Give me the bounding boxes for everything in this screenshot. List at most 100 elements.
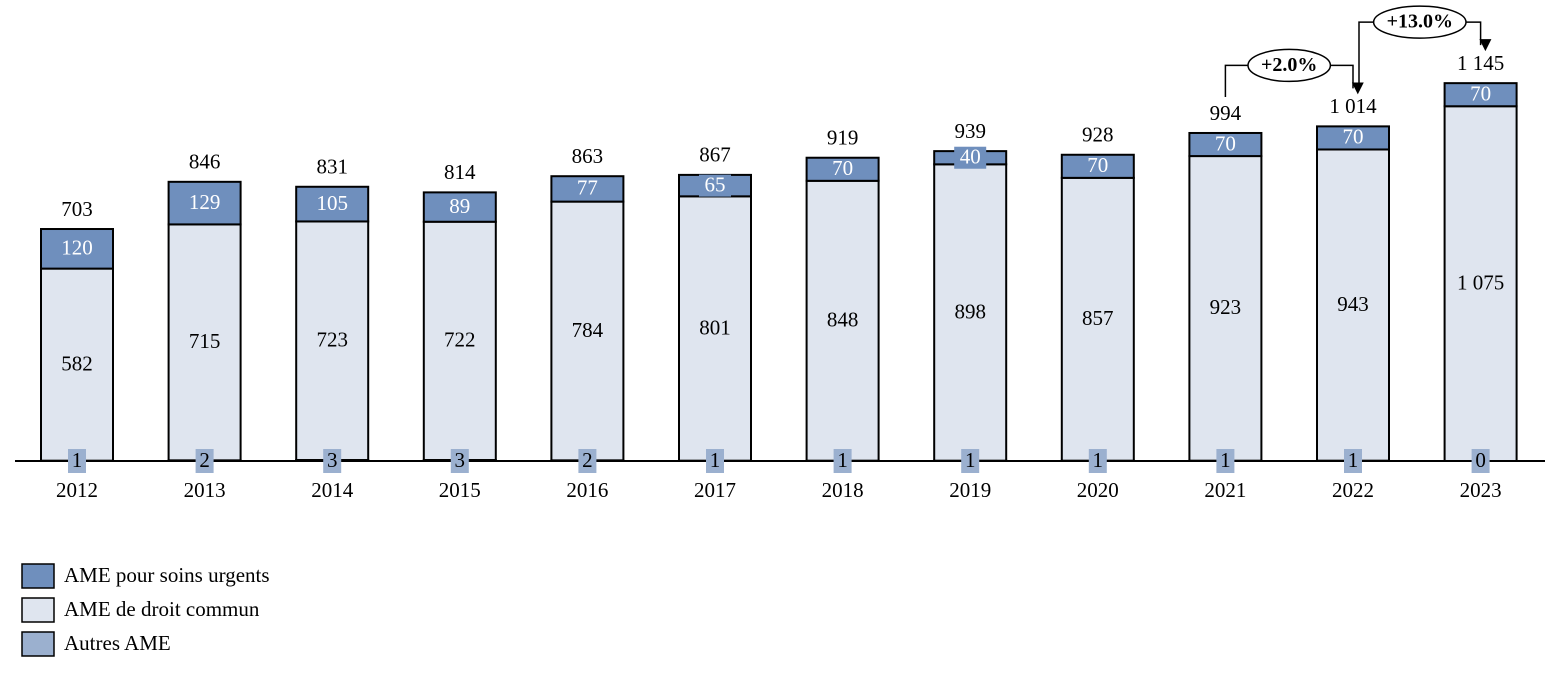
value-label: 1 [1093, 448, 1104, 472]
value-label: 2 [582, 448, 593, 472]
value-label: 943 [1337, 292, 1369, 316]
bar-segment [40, 267, 114, 462]
x-tick-label: 2022 [1332, 478, 1374, 502]
value-label: 1 [965, 448, 976, 472]
legend-label: AME de droit commun [64, 597, 260, 621]
label-box [450, 449, 469, 473]
label-box [1471, 449, 1490, 473]
label-box [1216, 449, 1235, 473]
legend-swatch [21, 631, 55, 657]
x-tick-label: 2021 [1204, 478, 1246, 502]
legend-swatch [21, 563, 55, 589]
bar-segment [805, 179, 880, 462]
label-box [1344, 449, 1362, 473]
annotation-bubble [1247, 48, 1332, 83]
legend-swatch [21, 597, 55, 623]
value-label: 1 [837, 448, 848, 472]
x-tick-label: 2014 [311, 478, 354, 502]
label-box [699, 174, 731, 197]
label-box [706, 449, 724, 473]
annotation-bubble [1372, 5, 1467, 39]
label-box [961, 449, 980, 473]
total-label: 928 [1082, 123, 1114, 147]
bar-segment [933, 163, 1008, 462]
value-label: 784 [572, 318, 604, 342]
bar-segment [805, 156, 880, 182]
value-label: 723 [316, 328, 348, 352]
value-label: 129 [189, 190, 221, 214]
value-label: 70 [832, 156, 853, 180]
bar-segment [1443, 82, 1518, 108]
bar-segment [1188, 131, 1263, 158]
total-label: 846 [189, 150, 221, 174]
x-tick-label: 2023 [1460, 478, 1502, 502]
label-box [68, 449, 86, 473]
value-label: 65 [705, 172, 726, 196]
annotation-label: +13.0% [1387, 11, 1453, 33]
bar-segment [1316, 125, 1390, 151]
bar-segment [295, 185, 370, 223]
label-box [954, 146, 987, 169]
value-label: 1 075 [1457, 270, 1504, 294]
value-label: 70 [1087, 153, 1108, 177]
bar-segment [167, 180, 242, 226]
total-label: 939 [954, 119, 986, 143]
value-label: 70 [1343, 125, 1364, 149]
x-tick-label: 2013 [184, 478, 226, 502]
value-label: 120 [61, 236, 93, 260]
x-tick-label: 2018 [822, 478, 864, 502]
x-tick-label: 2016 [566, 478, 608, 502]
x-tick-label: 2020 [1077, 478, 1119, 502]
value-label: 1 [1348, 448, 1359, 472]
total-label: 1 014 [1329, 94, 1377, 118]
label-box [1088, 449, 1107, 473]
label-box [323, 449, 342, 473]
value-label: 70 [1215, 131, 1236, 155]
value-label: 1 [710, 448, 721, 472]
annotation-label: +2.0% [1261, 54, 1317, 76]
value-label: 77 [577, 176, 598, 200]
label-box [833, 449, 852, 473]
x-tick-label: 2019 [949, 478, 991, 502]
x-tick-label: 2015 [439, 478, 481, 502]
value-label: 848 [827, 308, 859, 332]
total-label: 703 [61, 197, 93, 221]
value-label: 582 [61, 351, 93, 375]
bar-segment [40, 228, 114, 270]
value-label: 3 [455, 448, 466, 472]
value-label: 0 [1475, 448, 1486, 472]
total-label: 863 [572, 144, 604, 168]
label-box [578, 449, 597, 473]
bar-segment [1060, 153, 1135, 179]
label-box [195, 449, 214, 473]
value-label: 2 [199, 448, 210, 472]
total-label: 867 [699, 143, 731, 167]
value-label: 3 [327, 448, 338, 472]
bar-segment [550, 175, 625, 203]
total-label: 919 [827, 126, 859, 150]
value-label: 40 [960, 145, 981, 169]
total-label: 994 [1210, 101, 1242, 125]
value-label: 857 [1082, 306, 1114, 330]
value-label: 801 [699, 315, 731, 339]
bar-segment [167, 223, 242, 462]
value-label: 105 [316, 191, 348, 215]
x-tick-label: 2012 [56, 478, 98, 502]
total-label: 814 [444, 160, 476, 184]
value-label: 722 [444, 328, 476, 352]
value-label: 70 [1470, 82, 1491, 106]
legend-label: AME pour soins urgents [64, 563, 270, 587]
value-label: 1 [72, 448, 83, 472]
bar-segment [422, 191, 497, 223]
value-label: 898 [954, 299, 986, 323]
value-label: 715 [189, 329, 221, 353]
total-label: 1 145 [1457, 51, 1504, 75]
value-label: 923 [1210, 295, 1242, 319]
legend-label: Autres AME [64, 631, 171, 655]
value-label: 1 [1220, 448, 1231, 472]
x-tick-label: 2017 [694, 478, 736, 502]
value-label: 89 [449, 194, 470, 218]
total-label: 831 [316, 155, 348, 179]
bar-segment [678, 195, 752, 462]
